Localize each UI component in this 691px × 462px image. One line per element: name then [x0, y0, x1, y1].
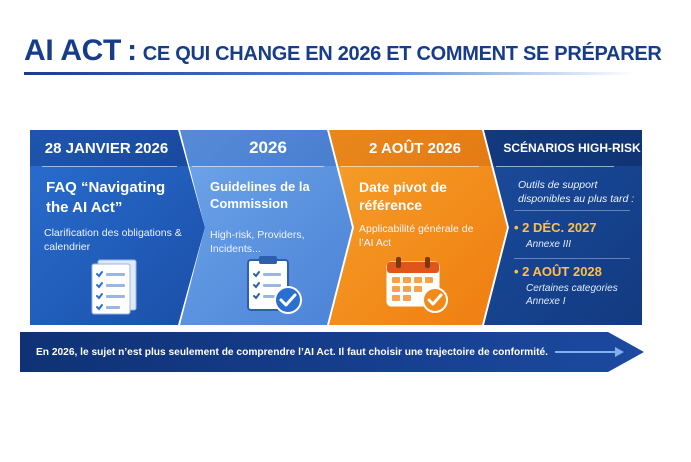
panel-description: Applicabilité générale de l’AI Act	[359, 223, 474, 249]
panel-description: Clarification des obligations & calendri…	[44, 227, 182, 253]
panel-divider	[42, 166, 177, 167]
deadline-date: • 2 AOÛT 2028	[514, 264, 602, 279]
panel-date: 2026	[180, 130, 352, 166]
timeline-panel-guidelines: 2026 Guidelines de la Commission High-ri…	[180, 130, 352, 325]
deadline-note: Annexe III	[526, 239, 572, 250]
panel-divider	[341, 166, 479, 167]
banner-text: En 2026, le sujet n’est plus seulement d…	[36, 346, 548, 358]
deadline-divider	[514, 210, 630, 211]
deadline-date: • 2 DÉC. 2027	[514, 220, 597, 235]
title-main: AI ACT	[24, 34, 122, 67]
title-subtitle: CE QUI CHANGE EN 2026 ET COMMENT SE PRÉP…	[142, 43, 662, 65]
title-separator: :	[127, 34, 137, 67]
panel-title: FAQ “Navigating the AI Act”	[46, 179, 166, 216]
timeline-panel-pivot-date: 2 AOÛT 2026 Date pivot de référence Appl…	[329, 130, 507, 325]
deadline-divider	[514, 258, 630, 259]
panel-divider	[496, 166, 614, 167]
conclusion-banner: En 2026, le sujet n’est plus seulement d…	[20, 332, 644, 372]
title-underline	[24, 72, 636, 75]
panel-heading: SCÉNARIOS HIGH-RISK	[484, 130, 642, 166]
deadline-note: Certaines categories Annexe I	[526, 283, 618, 307]
timeline-panel-faq: 28 JANVIER 2026 FAQ “Navigating the AI A…	[30, 130, 205, 325]
panel-date: 2 AOÛT 2026	[329, 130, 507, 166]
document-list-icon	[91, 259, 137, 315]
arrow-right-icon	[555, 347, 624, 357]
calendar-check-icon	[386, 257, 448, 313]
panel-title: Date pivot de référence	[359, 179, 447, 213]
page-title: AI ACT: CE QUI CHANGE EN 2026 ET COMMENT …	[24, 34, 662, 68]
panel-description: High-risk, Providers, Incidents...	[210, 229, 305, 255]
clipboard-check-icon	[247, 256, 302, 314]
panel-date: 28 JANVIER 2026	[30, 130, 205, 166]
panel-intro: Outils de support disponibles au plus ta…	[518, 179, 635, 205]
timeline-panel-high-risk: SCÉNARIOS HIGH-RISK Outils de support di…	[484, 130, 642, 325]
panel-divider	[192, 166, 324, 167]
panel-title: Guidelines de la Commission	[210, 179, 310, 211]
